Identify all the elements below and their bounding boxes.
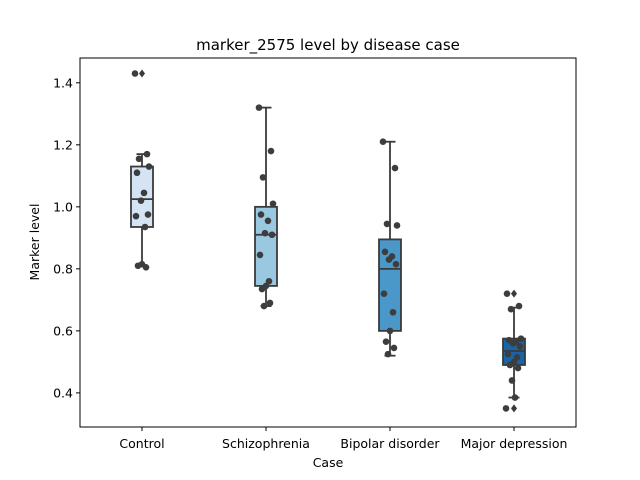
data-point	[506, 361, 514, 369]
data-point	[268, 231, 276, 239]
box-group-bipolar-disorder	[378, 140, 402, 357]
data-point	[258, 285, 266, 293]
y-axis-label: Marker level	[27, 204, 42, 281]
data-point	[144, 211, 152, 218]
x-tick-label: Control	[119, 436, 164, 451]
data-point	[260, 302, 268, 310]
plot-frame	[79, 57, 577, 428]
data-point	[269, 200, 277, 208]
data-point	[379, 138, 387, 146]
data-point	[381, 248, 389, 256]
data-point	[132, 212, 140, 220]
data-point	[141, 223, 149, 231]
data-point	[267, 147, 275, 155]
outlier-marker	[139, 69, 145, 78]
data-point	[256, 251, 264, 259]
data-point	[140, 189, 148, 197]
y-tick-label: 0.8	[53, 261, 73, 276]
data-point	[143, 150, 151, 158]
data-point	[264, 217, 272, 225]
data-point	[133, 169, 141, 177]
plot-area	[130, 69, 526, 413]
data-point	[514, 364, 522, 372]
x-axis-label: Case	[313, 455, 344, 470]
x-tick-label: Bipolar disorder	[340, 436, 440, 451]
data-point	[261, 229, 269, 237]
data-point	[390, 344, 398, 352]
data-point	[515, 302, 523, 310]
data-point	[131, 70, 139, 77]
data-point	[383, 220, 391, 228]
data-point	[511, 394, 519, 401]
data-point	[384, 350, 392, 358]
data-point	[507, 305, 515, 313]
data-point	[509, 339, 517, 347]
data-point	[145, 163, 153, 170]
data-point	[135, 155, 143, 163]
data-point	[517, 335, 525, 342]
data-point	[266, 299, 274, 307]
outlier-marker	[511, 404, 517, 413]
data-point	[259, 174, 267, 181]
data-point	[137, 197, 145, 204]
data-point	[393, 222, 401, 229]
x-tick-label: Schizophrenia	[222, 436, 310, 451]
y-tick-label: 0.4	[53, 385, 73, 400]
y-tick-label: 1.4	[53, 75, 73, 90]
data-point	[392, 260, 400, 268]
chart-title: marker_2575 level by disease case	[196, 36, 460, 55]
y-tick-label: 0.6	[53, 323, 73, 338]
data-point	[142, 264, 150, 271]
data-point	[380, 290, 388, 297]
y-tick-label: 1.2	[53, 137, 73, 152]
outlier-marker	[511, 289, 517, 298]
data-point	[257, 211, 265, 218]
data-point	[255, 104, 263, 111]
data-point	[508, 377, 516, 384]
data-point	[386, 327, 394, 335]
data-point	[385, 256, 393, 263]
data-point	[516, 343, 524, 350]
data-point	[504, 350, 512, 358]
x-tick-label: Major depression	[461, 436, 568, 451]
data-point	[503, 290, 511, 297]
data-point	[502, 405, 510, 412]
data-point	[134, 262, 142, 270]
data-point	[391, 164, 399, 172]
data-point	[382, 338, 390, 346]
y-tick-label: 1.0	[53, 199, 73, 214]
data-point	[389, 308, 397, 316]
